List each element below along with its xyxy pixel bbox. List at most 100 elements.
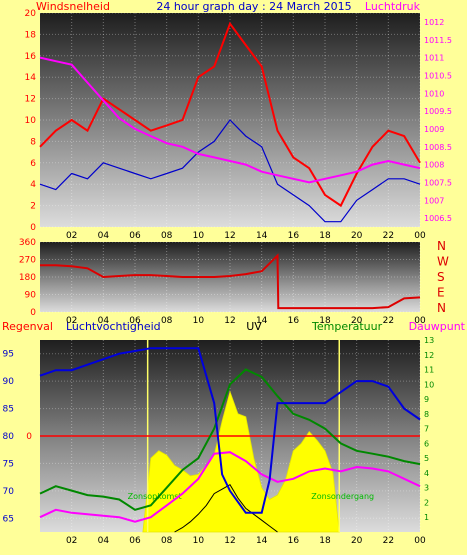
direction-y-tick-label: 270 <box>19 256 36 266</box>
humidity-y-tick-label: 90 <box>3 377 15 387</box>
pressure-y-tick-label: 1008.5 <box>424 143 452 152</box>
pressure-y-tick-label: 1007.5 <box>424 178 452 187</box>
wind-x-tick-label: 02 <box>66 231 77 241</box>
direction-x-tick-label: 02 <box>66 316 77 326</box>
pressure-y-tick-label: 1009.5 <box>424 107 452 116</box>
direction-x-tick-label: 12 <box>224 316 235 326</box>
wind-y-tick-label: 18 <box>25 30 37 40</box>
temperature-y-tick-label: 13 <box>424 336 434 345</box>
humidity-x-tick-label: 14 <box>256 536 268 546</box>
wind-y-tick-label: 10 <box>25 116 37 126</box>
humidity-x-tick-label: 22 <box>383 536 394 546</box>
pressure-y-tick-label: 1011.5 <box>424 36 452 45</box>
temperature-label: Temperatuur <box>311 320 383 333</box>
temperature-line <box>39 368 421 511</box>
direction-x-tick-label: 10 <box>193 316 205 326</box>
direction-x-tick-label: 04 <box>98 316 110 326</box>
wind-x-tick-label: 22 <box>383 231 394 241</box>
temperature-y-tick-label: 11 <box>424 366 434 375</box>
pressure-y-tick-label: 1008 <box>424 161 444 170</box>
humidity-line <box>39 347 421 514</box>
compass-label: W <box>437 255 449 269</box>
pressure-y-tick-label: 1010 <box>424 89 444 98</box>
wind-y-tick-label: 6 <box>30 159 36 169</box>
humidity-y-tick-label: 65 <box>3 514 14 524</box>
wind-x-tick-label: 20 <box>351 231 363 241</box>
temperature-y-tick-label: 12 <box>424 351 434 360</box>
pressure-y-tick-label: 1009 <box>424 125 444 134</box>
pressure-y-tick-label: 1011 <box>424 54 444 63</box>
direction-x-tick-label: 22 <box>383 316 394 326</box>
wind-x-tick-label: 14 <box>256 231 268 241</box>
humidity-y-tick-label: 70 <box>3 487 15 497</box>
humidity-y-tick-label: 85 <box>3 405 14 415</box>
humidity-x-tick-label: 12 <box>224 536 235 546</box>
humidity-x-tick-label: 06 <box>129 536 141 546</box>
sunrise-label: Zonsopkomst <box>128 492 182 501</box>
direction-x-tick-label: 16 <box>288 316 300 326</box>
direction-y-tick-label: 90 <box>25 291 37 301</box>
chart-title: 24 hour graph day : 24 March 2015 <box>156 0 351 13</box>
wind-y-tick-label: 20 <box>25 9 37 19</box>
pressure-y-tick-label: 1010.5 <box>424 71 452 80</box>
direction-y-tick-label: 0 <box>30 308 36 318</box>
pressure-y-tick-label: 1007 <box>424 196 444 205</box>
compass-label: S <box>437 270 445 284</box>
pressure-line <box>39 56 421 184</box>
wind-x-tick-label: 04 <box>98 231 110 241</box>
compass-label: N <box>437 239 446 253</box>
temperature-y-tick-label: 2 <box>424 498 429 507</box>
wind-x-tick-label: 16 <box>288 231 300 241</box>
wind-x-tick-label: 00 <box>414 231 426 241</box>
humidity-label: Luchtvochtigheid <box>66 320 161 333</box>
rainfall-value-label: 0 <box>26 432 32 442</box>
wind-speed-line <box>39 21 421 208</box>
wind-y-tick-label: 12 <box>25 95 36 105</box>
temperature-y-tick-label: 4 <box>424 469 429 478</box>
wind-direction-line <box>40 253 421 310</box>
temperature-y-tick-label: 6 <box>424 439 429 448</box>
uv-label: UV <box>246 320 262 333</box>
direction-y-tick-label: 360 <box>19 238 36 248</box>
wind-x-tick-label: 18 <box>319 231 331 241</box>
wind-y-tick-label: 14 <box>25 73 37 83</box>
temperature-y-tick-label: 9 <box>424 395 429 404</box>
temperature-y-tick-label: 7 <box>424 425 429 434</box>
wind-y-tick-label: 2 <box>30 202 36 212</box>
humidity-x-tick-label: 16 <box>288 536 300 546</box>
direction-y-tick-label: 180 <box>19 273 36 283</box>
left-title: Windsnelheid <box>36 0 110 13</box>
humidity-x-tick-label: 10 <box>193 536 205 546</box>
uv-index-area <box>142 390 340 533</box>
right-title: Luchtdruk <box>365 0 421 13</box>
direction-x-tick-label: 18 <box>319 316 331 326</box>
humidity-y-tick-label: 95 <box>3 350 14 360</box>
solar-line <box>174 484 278 533</box>
wind-y-tick-label: 8 <box>30 137 36 147</box>
direction-x-tick-label: 20 <box>351 316 363 326</box>
wind-y-tick-label: 4 <box>30 180 36 190</box>
wind-y-tick-label: 16 <box>25 52 37 62</box>
wind-x-tick-label: 06 <box>129 231 141 241</box>
compass-label: E <box>437 286 445 300</box>
compass-label: N <box>437 301 446 315</box>
humidity-x-tick-label: 20 <box>351 536 363 546</box>
humidity-x-tick-label: 08 <box>161 536 173 546</box>
temperature-y-tick-label: 3 <box>424 484 429 493</box>
humidity-x-tick-label: 02 <box>66 536 77 546</box>
humidity-x-tick-label: 18 <box>319 536 331 546</box>
direction-x-tick-label: 14 <box>256 316 268 326</box>
temperature-y-tick-label: 1 <box>424 513 429 522</box>
temperature-y-tick-label: 5 <box>424 454 429 463</box>
wind-y-tick-label: 0 <box>30 223 36 233</box>
pressure-y-tick-label: 1012 <box>424 18 444 27</box>
wind-x-tick-label: 10 <box>193 231 205 241</box>
temperature-y-tick-label: 8 <box>424 410 429 419</box>
direction-x-tick-label: 08 <box>161 316 173 326</box>
humidity-y-tick-label: 75 <box>3 459 14 469</box>
humidity-y-tick-label: 80 <box>3 432 15 442</box>
direction-x-tick-label: 00 <box>414 316 426 326</box>
dewpoint-label: Dauwpunt <box>409 320 466 333</box>
